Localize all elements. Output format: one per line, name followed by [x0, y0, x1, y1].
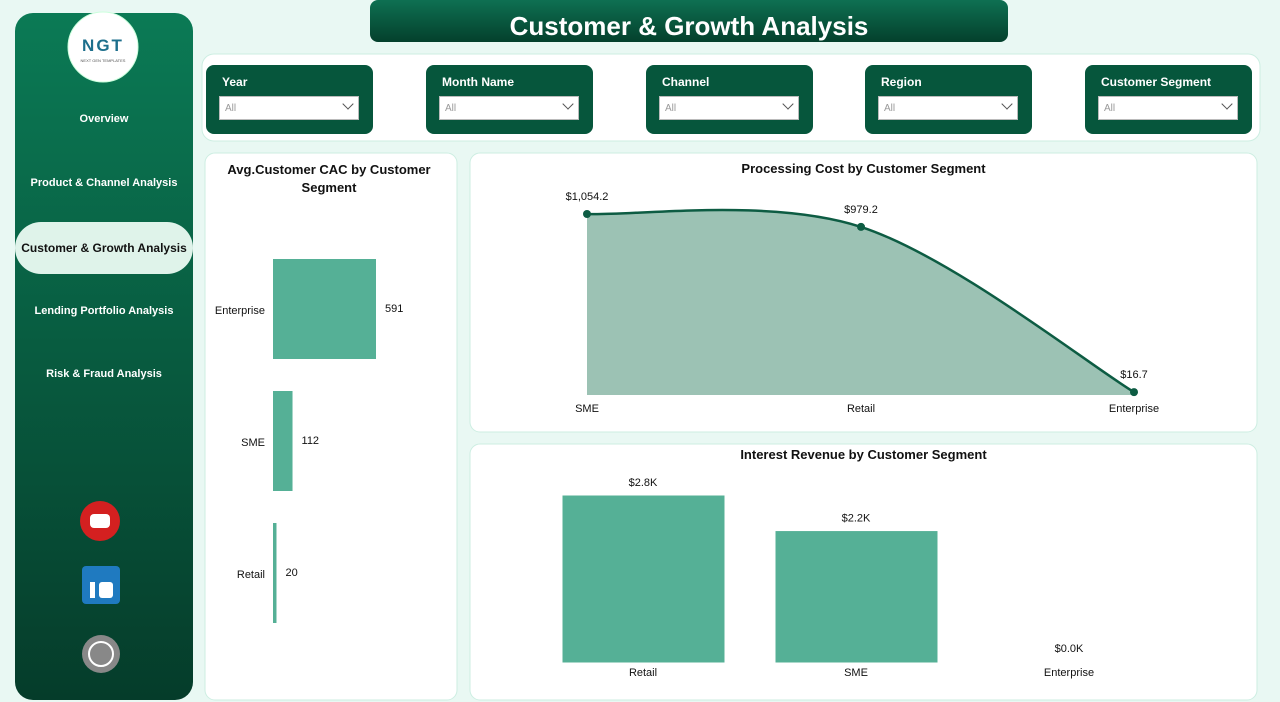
y-tick-label: Retail: [237, 569, 265, 581]
dropdown-value: All: [445, 103, 457, 114]
slicer-label: Year: [222, 75, 248, 89]
nav-item[interactable]: Overview: [79, 113, 129, 125]
slicer-label: Region: [881, 75, 922, 89]
data-label: $16.7: [1120, 369, 1148, 381]
data-label: 112: [302, 435, 320, 447]
bar: [273, 523, 277, 623]
x-tick-label: Retail: [629, 667, 657, 679]
data-label: $2.8K: [629, 477, 658, 489]
data-label: $2.2K: [842, 512, 871, 524]
panel: [204, 152, 458, 701]
x-tick-label: Retail: [847, 403, 875, 415]
point: [583, 210, 591, 218]
x-tick-label: SME: [575, 403, 599, 415]
chart-title: Avg.Customer CAC by Customer Segment: [227, 162, 431, 195]
dropdown-value: All: [665, 103, 677, 114]
logo: [67, 11, 139, 83]
title-banner: [370, 0, 1008, 42]
web-glyph: [88, 641, 114, 667]
bar: [273, 391, 293, 491]
nav-item[interactable]: Risk & Fraud Analysis: [46, 368, 162, 380]
nav-item[interactable]: Customer & Growth Analysis: [21, 241, 187, 255]
point: [1130, 388, 1138, 397]
x-tick-label: Enterprise: [1109, 403, 1159, 415]
data-label: $1,054.2: [566, 191, 609, 203]
area: [587, 209, 1134, 395]
linkedin-glyph: [90, 582, 95, 598]
x-tick-label: SME: [844, 667, 868, 679]
nav-item[interactable]: Product & Channel Analysis: [30, 177, 178, 189]
data-label: 591: [385, 303, 403, 315]
dropdown[interactable]: [1098, 96, 1238, 120]
x-tick-label: Enterprise: [1044, 667, 1094, 679]
logo-text: NGT: [82, 36, 124, 55]
slicer-label: Customer Segment: [1101, 75, 1212, 89]
data-label: 20: [285, 567, 297, 579]
data-label: $979.2: [844, 204, 878, 216]
data-label: $0.0K: [1055, 643, 1084, 655]
chart-title: Processing Cost by Customer Segment: [741, 161, 986, 176]
chart-title: Interest Revenue by Customer Segment: [740, 447, 987, 462]
dropdown-value: All: [884, 103, 896, 114]
slicer-label: Channel: [662, 75, 710, 89]
dropdown-value: All: [225, 103, 237, 114]
youtube-glyph: [90, 514, 110, 528]
linkedin-glyph: [99, 582, 113, 598]
slicer-label: Month Name: [442, 75, 514, 89]
bar: [273, 259, 376, 359]
nav-item[interactable]: Lending Portfolio Analysis: [34, 305, 174, 317]
dropdown[interactable]: [659, 96, 799, 120]
page-title: Customer & Growth Analysis: [509, 11, 869, 41]
dropdown[interactable]: [219, 96, 359, 120]
nav-active: [15, 222, 193, 274]
point: [857, 222, 865, 231]
sidebar: [15, 13, 193, 700]
dropdown[interactable]: [878, 96, 1018, 120]
y-tick-label: SME: [241, 437, 265, 449]
y-tick-label: Enterprise: [215, 305, 265, 317]
web-icon[interactable]: [82, 635, 120, 673]
bar: [562, 495, 725, 663]
dropdown[interactable]: [439, 96, 579, 120]
logo-subtext: NEXT GEN TEMPLATES: [80, 58, 126, 63]
dropdown-value: All: [1104, 103, 1116, 114]
bar: [775, 531, 938, 663]
